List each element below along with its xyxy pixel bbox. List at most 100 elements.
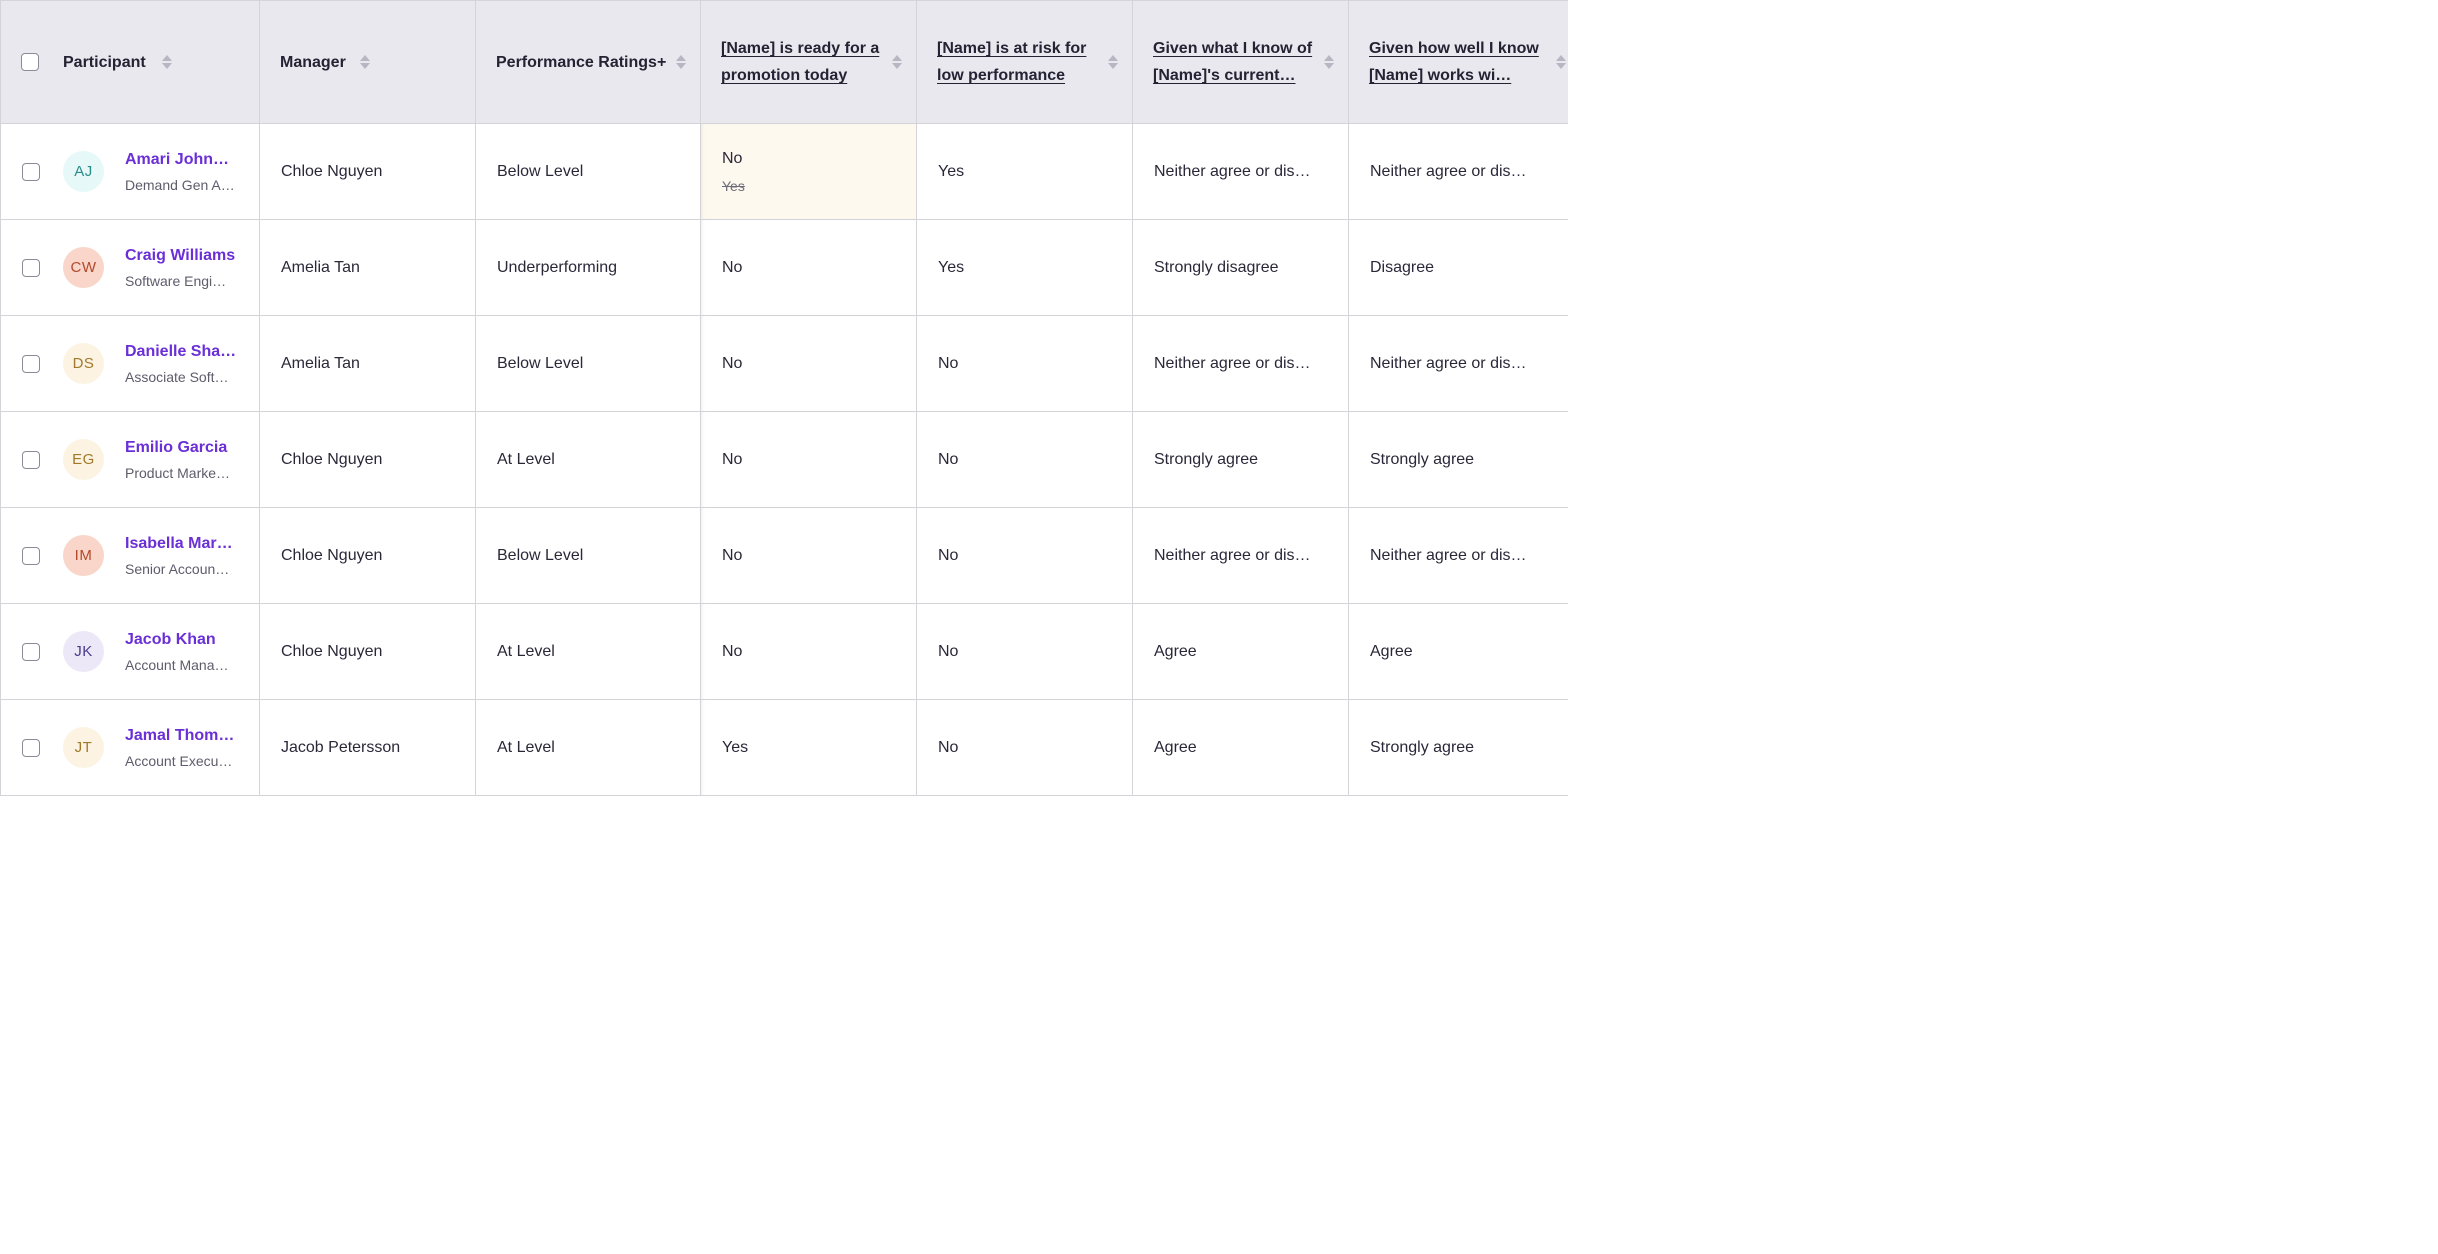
works-with-question-value: Strongly agree [1370,450,1475,468]
works-with-question-cell[interactable]: Disagree [1348,219,1568,316]
performance-rating-value: At Level [497,738,555,756]
current-question-value: Strongly agree [1154,450,1259,468]
current-question-cell[interactable]: Agree [1132,603,1349,700]
column-header-manager[interactable]: Manager [259,0,476,124]
sort-icon[interactable] [1324,55,1334,69]
performance-rating-value: Below Level [497,162,584,180]
works-with-question-cell[interactable]: Neither agree or dis… [1348,315,1568,412]
low-performance-risk-cell[interactable]: No [916,603,1133,700]
sort-icon[interactable] [892,55,902,69]
promotion-ready-value: Yes [722,738,749,756]
promotion-ready-cell[interactable]: No [700,603,917,700]
low-performance-risk-cell[interactable]: Yes [916,123,1133,220]
participant-name-link[interactable]: Danielle Sha… [125,342,237,360]
manager-name: Amelia Tan [281,354,360,372]
column-header-participant[interactable]: Participant [0,0,260,124]
low-performance-risk-cell[interactable]: Yes [916,219,1133,316]
participant-name-link[interactable]: Amari Johns… [125,150,237,168]
row-checkbox[interactable] [22,258,40,277]
promotion-ready-cell[interactable]: No [700,315,917,412]
participant-cell: AJ Amari Johns… Demand Gen A… [0,123,260,220]
current-question-cell[interactable]: Neither agree or dis… [1132,123,1349,220]
sort-icon[interactable] [1556,55,1566,69]
row-checkbox[interactable] [22,642,40,661]
table-header-row: Participant Manager Performance Ratings+ [0,0,1568,124]
works-with-question-cell[interactable]: Agree [1348,603,1568,700]
column-label: Performance Ratings+ [496,53,667,71]
participant-name-link[interactable]: Emilio Garcia [125,438,228,456]
column-label: Participant [63,53,146,71]
column-header-low-performance-risk[interactable]: [Name] is at risk for low performance [916,0,1133,124]
works-with-question-value: Agree [1370,642,1413,660]
low-performance-risk-value: Yes [938,162,965,180]
row-checkbox[interactable] [22,354,40,373]
participant-job-title: Senior Accoun… [125,560,230,577]
participant-name-link[interactable]: Jacob Khan [125,630,216,648]
column-header-promotion-ready[interactable]: [Name] is ready for a promotion today [700,0,917,124]
promotion-ready-cell[interactable]: Yes [700,699,917,796]
participant-name-link[interactable]: Isabella Mar… [125,534,233,552]
performance-rating-cell[interactable]: Below Level [475,315,701,412]
sort-icon[interactable] [676,55,686,69]
participant-cell: CW Craig Williams Software Engi… [0,219,260,316]
column-label: Manager [280,53,346,71]
column-header-works-with-question[interactable]: Given how well I know [Name] works wi… [1348,0,1568,124]
low-performance-risk-cell[interactable]: No [916,411,1133,508]
low-performance-risk-cell[interactable]: No [916,699,1133,796]
column-label[interactable]: [Name] is at risk for low performance [937,40,1087,84]
performance-rating-cell[interactable]: Below Level [475,123,701,220]
manager-name: Chloe Nguyen [281,642,383,660]
promotion-ready-cell[interactable]: No [700,507,917,604]
promotion-ready-cell[interactable]: No Yes [700,123,917,220]
row-checkbox[interactable] [22,546,40,565]
table-row: IM Isabella Mar… Senior Accoun… Chloe Ng… [0,507,1568,604]
avatar: JT [63,727,104,768]
participant-name-link[interactable]: Jamal Thom… [125,726,235,744]
promotion-ready-value: No [722,354,743,372]
column-header-current-question[interactable]: Given what I know of [Name]'s current… [1132,0,1349,124]
row-checkbox[interactable] [22,738,40,757]
current-question-cell[interactable]: Agree [1132,699,1349,796]
participant-cell: DS Danielle Sha… Associate Soft… [0,315,260,412]
sort-icon[interactable] [161,55,172,69]
works-with-question-cell[interactable]: Neither agree or dis… [1348,507,1568,604]
current-question-cell[interactable]: Neither agree or dis… [1132,507,1349,604]
performance-rating-cell[interactable]: At Level [475,411,701,508]
works-with-question-cell[interactable]: Strongly agree [1348,411,1568,508]
performance-rating-cell[interactable]: At Level [475,699,701,796]
table-row: JK Jacob Khan Account Mana… Chloe Nguyen… [0,603,1568,700]
performance-rating-cell[interactable]: Underperforming [475,219,701,316]
works-with-question-cell[interactable]: Neither agree or dis… [1348,123,1568,220]
column-header-performance-ratings[interactable]: Performance Ratings+ [475,0,701,124]
current-question-cell[interactable]: Strongly disagree [1132,219,1349,316]
column-label[interactable]: [Name] is ready for a promotion today [721,40,880,84]
participant-job-title: Account Execu… [125,752,233,769]
participant-name-link[interactable]: Craig Williams [125,246,236,264]
promotion-ready-cell[interactable]: No [700,219,917,316]
manager-cell: Amelia Tan [259,219,476,316]
column-label[interactable]: Given how well I know [Name] works wi… [1369,40,1539,84]
sort-icon[interactable] [359,55,370,69]
participants-table: Participant Manager Performance Ratings+ [0,0,1568,796]
current-question-cell[interactable]: Neither agree or dis… [1132,315,1349,412]
row-checkbox[interactable] [22,450,40,469]
row-checkbox[interactable] [22,162,40,181]
participant-cell: EG Emilio Garcia Product Marke… [0,411,260,508]
current-question-cell[interactable]: Strongly agree [1132,411,1349,508]
works-with-question-cell[interactable]: Strongly agree [1348,699,1568,796]
promotion-ready-cell[interactable]: No [700,411,917,508]
select-all-checkbox[interactable] [21,53,39,71]
column-label[interactable]: Given what I know of [Name]'s current… [1153,40,1313,84]
performance-rating-cell[interactable]: Below Level [475,507,701,604]
manager-name: Jacob Petersson [281,738,401,756]
works-with-question-value: Neither agree or dis… [1370,546,1527,564]
sort-icon[interactable] [1108,55,1118,69]
participant-job-title: Demand Gen A… [125,176,235,193]
low-performance-risk-cell[interactable]: No [916,507,1133,604]
promotion-ready-value: No Yes [701,150,916,194]
performance-rating-cell[interactable]: At Level [475,603,701,700]
works-with-question-value: Disagree [1370,258,1435,276]
current-question-value: Agree [1154,642,1197,660]
low-performance-risk-cell[interactable]: No [916,315,1133,412]
avatar: CW [63,247,104,288]
